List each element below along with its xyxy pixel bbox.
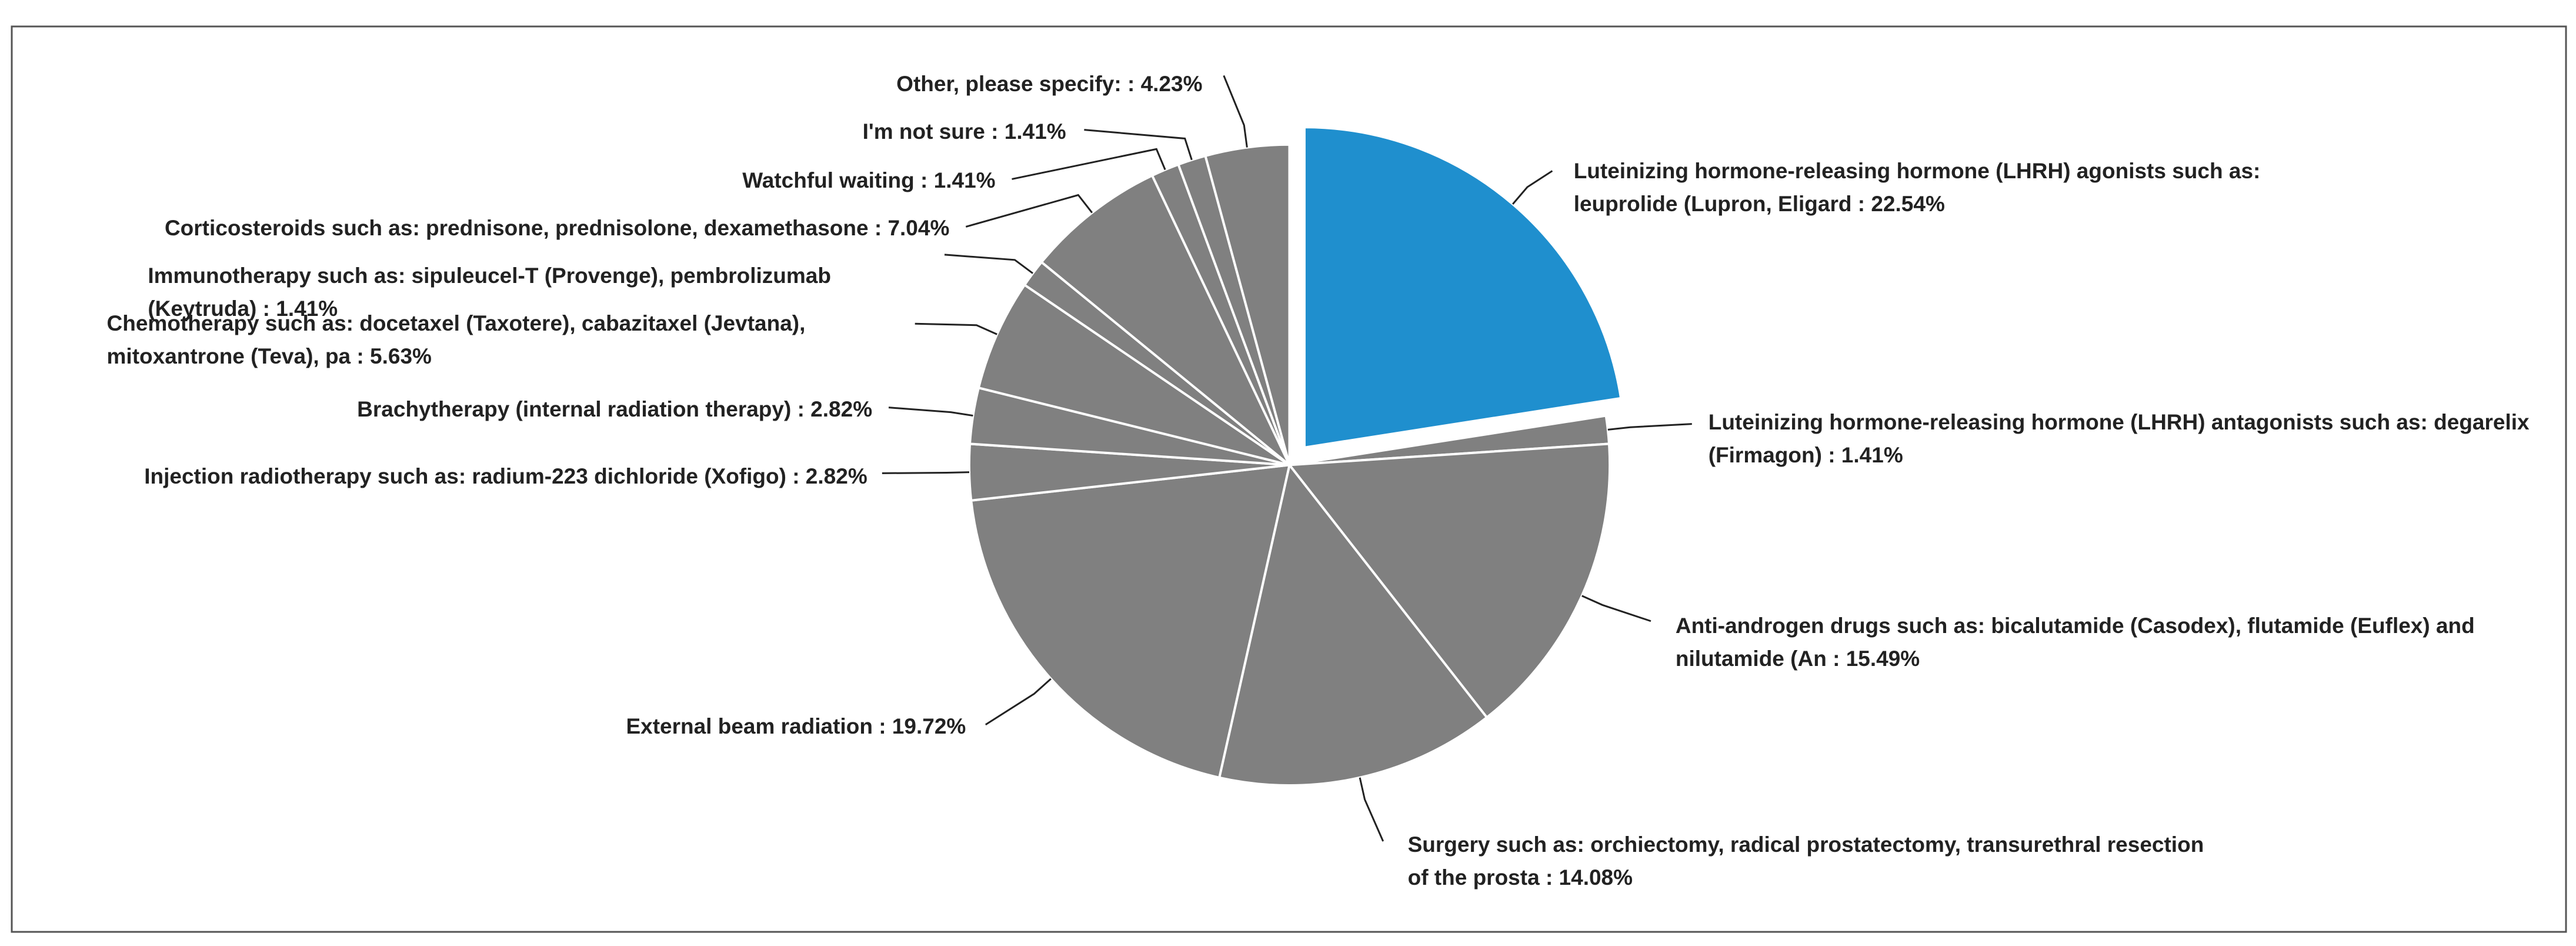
category-name: Brachytherapy (internal radiation therap… xyxy=(357,397,792,421)
pie-slice xyxy=(1040,174,1291,466)
value-label: : 1.41% xyxy=(920,168,996,193)
pie-slice xyxy=(1217,462,1489,787)
pie-slice xyxy=(977,283,1290,467)
leader-line xyxy=(965,194,1093,228)
category-name: Chemotherapy such as: docetaxel (Taxoter… xyxy=(106,311,806,369)
category-name: Surgery such as: orchiectomy, radical pr… xyxy=(1407,832,2204,890)
slice-label: Corticosteroids such as: prednisone, pre… xyxy=(165,212,949,245)
slice-label: Luteinizing hormone-releasing hormone (L… xyxy=(1709,406,2530,472)
leader-line xyxy=(915,322,997,335)
category-name: External beam radiation xyxy=(626,714,873,738)
leader-line xyxy=(1581,595,1651,622)
leader-line xyxy=(1012,148,1166,180)
value-label: : 2.82% xyxy=(792,464,867,489)
leader-line xyxy=(888,407,973,417)
slice-label: External beam radiation : 19.72% xyxy=(626,710,966,743)
slice-label: I'm not sure : 1.41% xyxy=(863,115,1066,148)
leader-line xyxy=(1607,423,1692,431)
value-label: : 22.54% xyxy=(1857,191,1945,216)
slice-label: Chemotherapy such as: docetaxel (Taxoter… xyxy=(107,307,912,373)
leader-line xyxy=(882,471,970,474)
leader-line xyxy=(1359,777,1384,842)
leader-line xyxy=(1223,75,1248,148)
category-name: Luteinizing hormone-releasing hormone (L… xyxy=(1708,409,2530,467)
slice-label: Injection radiotherapy such as: radium-2… xyxy=(144,460,867,493)
category-name: Luteinizing hormone-releasing hormone (L… xyxy=(1573,158,2261,216)
slice-label: Other, please specify: : 4.23% xyxy=(896,68,1202,101)
slice-label: Luteinizing hormone-releasing hormone (L… xyxy=(1574,155,2346,221)
slice-label: Immunotherapy such as: sipuleucel-T (Pro… xyxy=(148,259,928,325)
value-label: : 4.23% xyxy=(1127,71,1203,96)
leader-line xyxy=(1084,129,1193,161)
value-label: : 5.63% xyxy=(356,344,432,369)
value-label: : 1.41% xyxy=(262,297,338,321)
value-label: : 1.41% xyxy=(991,119,1066,144)
category-name: Corticosteroids such as: prednisone, pre… xyxy=(164,216,869,241)
value-label: : 7.04% xyxy=(874,216,950,241)
slice-label: Anti-androgen drugs such as: bicalutamid… xyxy=(1676,609,2538,675)
frame xyxy=(11,25,2567,933)
category-name: Other, please specify: xyxy=(896,71,1122,96)
value-label: : 2.82% xyxy=(797,397,873,421)
category-name: Watchful waiting xyxy=(742,168,915,193)
category-name: Immunotherapy such as: sipuleucel-T (Pro… xyxy=(148,264,831,321)
value-label: : 14.08% xyxy=(1545,865,1633,890)
category-name: I'm not sure xyxy=(862,119,985,144)
pie-slice xyxy=(970,464,1292,780)
leader-line xyxy=(944,254,1033,274)
slice-label: Surgery such as: orchiectomy, radical pr… xyxy=(1408,828,2205,894)
value-label: : 19.72% xyxy=(879,714,966,738)
pie-slice xyxy=(1287,442,1611,720)
leader-line xyxy=(985,678,1052,725)
slice-label: Watchful waiting : 1.41% xyxy=(742,164,995,197)
category-name: Anti-androgen drugs such as: bicalutamid… xyxy=(1675,614,2475,671)
leader-line xyxy=(1511,170,1553,205)
value-label: : 1.41% xyxy=(1828,442,1903,467)
slice-label: Brachytherapy (internal radiation therap… xyxy=(357,393,872,426)
value-label: : 15.49% xyxy=(1833,647,1920,671)
category-name: Injection radiotherapy such as: radium-2… xyxy=(144,464,786,489)
